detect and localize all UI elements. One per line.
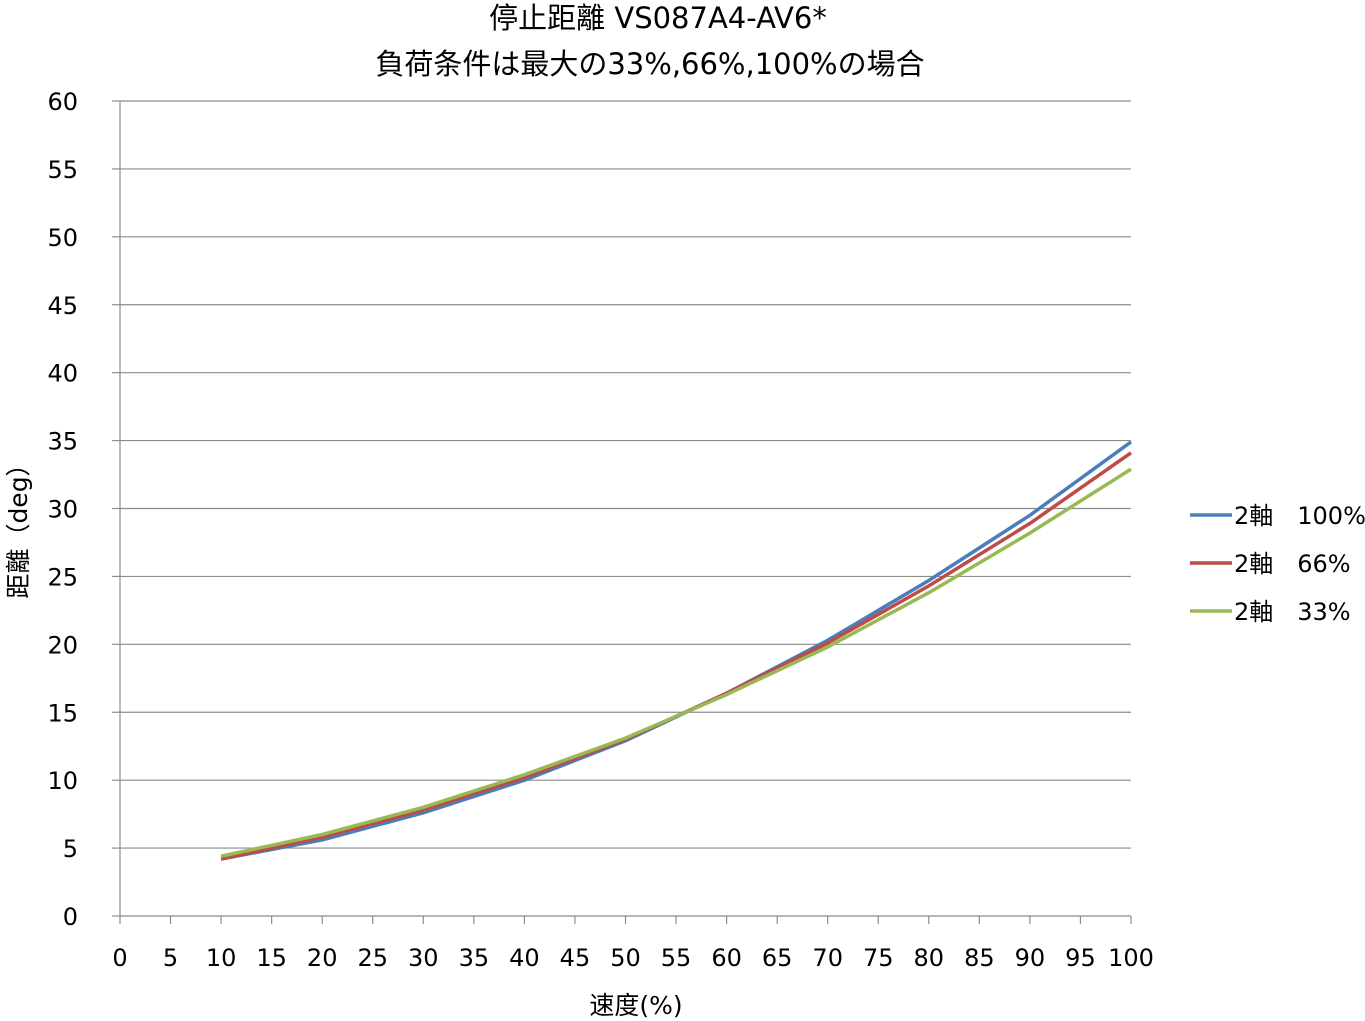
y-tick-label: 60 (47, 88, 78, 116)
x-tick-label: 0 (112, 944, 127, 972)
y-tick-label: 50 (47, 224, 78, 252)
y-tick-label: 30 (47, 496, 78, 524)
y-tick-label: 20 (47, 631, 78, 659)
y-tick-label: 25 (47, 563, 78, 591)
y-tick-labels: 0 5 10 15 20 25 30 35 40 45 50 55 60 (47, 88, 78, 931)
x-tick-label: 75 (863, 944, 894, 972)
x-tick-label: 20 (307, 944, 338, 972)
x-tick-label: 30 (408, 944, 439, 972)
x-tick-label: 25 (357, 944, 388, 972)
y-tick-label: 5 (63, 835, 78, 863)
legend-label-3: 2軸 33% (1234, 598, 1351, 626)
y-tick-label: 0 (63, 903, 78, 931)
y-tick-label: 35 (47, 428, 78, 456)
x-tick-label: 85 (964, 944, 995, 972)
gridlines (120, 100, 1131, 849)
x-tick-label: 65 (762, 944, 793, 972)
legend: 2軸 100% 2軸 66% 2軸 33% (1190, 502, 1365, 626)
y-tick-label: 15 (47, 699, 78, 727)
legend-label-1: 2軸 100% (1234, 502, 1365, 530)
x-tick-label: 80 (914, 944, 945, 972)
chart-title-line-2: 負荷条件は最大の33%,66%,100%の場合 (375, 47, 924, 81)
x-tick-label: 15 (256, 944, 287, 972)
x-tick-label: 60 (711, 944, 742, 972)
series-line-3 (220, 467, 1132, 858)
x-tick-label: 40 (509, 944, 540, 972)
x-tick-label: 35 (459, 944, 490, 972)
y-tick-label: 40 (47, 360, 78, 388)
x-tick-labels: 0 5 10 15 20 25 30 35 40 45 50 55 60 65 70 75 80 85 90 95 10… (112, 944, 1154, 972)
y-tick-label: 45 (47, 292, 78, 320)
y-tick-label: 10 (47, 767, 78, 795)
x-tick-label: 45 (560, 944, 591, 972)
series-lines (220, 440, 1133, 861)
x-tick-label: 95 (1065, 944, 1096, 972)
x-tick-label: 100 (1108, 944, 1154, 972)
x-axis-label: 速度(%) (589, 991, 682, 1020)
legend-label-2: 2軸 66% (1234, 550, 1351, 578)
y-axis-label: 距離（deg） (4, 451, 33, 598)
chart-title-line-1: 停止距離 VS087A4-AV6* (489, 1, 827, 35)
x-tick-label: 5 (163, 944, 178, 972)
x-tick-label: 10 (206, 944, 237, 972)
series-line-2 (220, 451, 1133, 861)
y-tick-label: 55 (47, 156, 78, 184)
x-tick-label: 55 (661, 944, 692, 972)
axes (112, 100, 1132, 924)
x-tick-label: 90 (1015, 944, 1046, 972)
x-tick-label: 70 (812, 944, 843, 972)
x-tick-label: 50 (610, 944, 641, 972)
series-line-1 (220, 440, 1133, 861)
